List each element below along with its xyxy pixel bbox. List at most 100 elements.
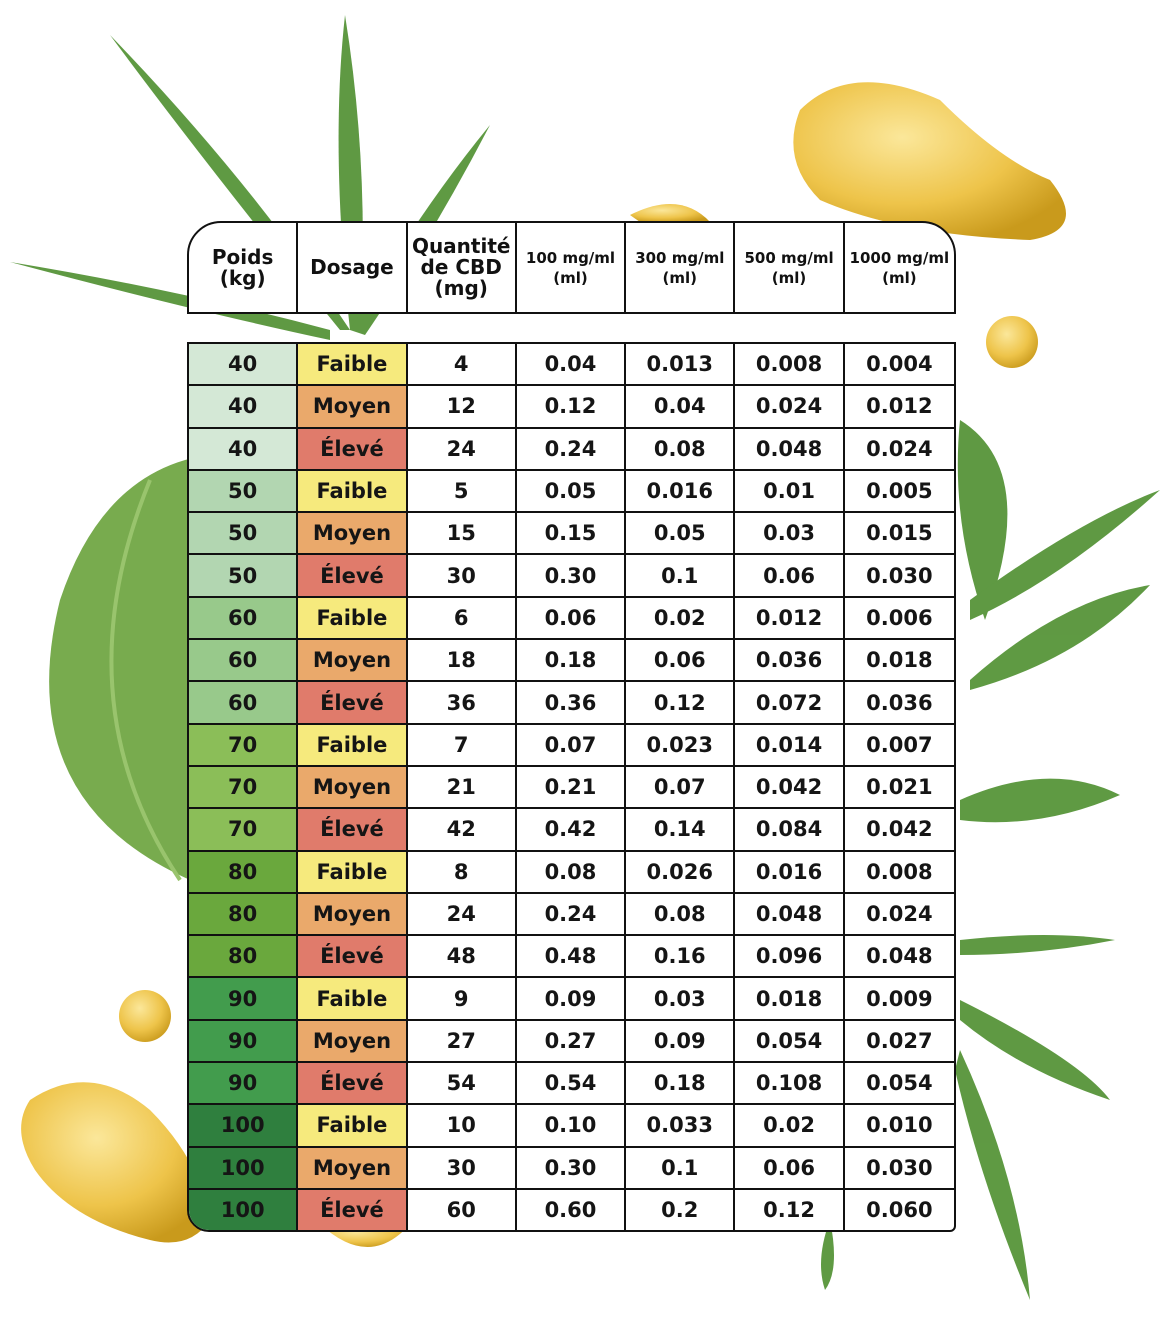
value-cell: 0.08 — [516, 851, 627, 894]
weight-cell: 100 — [189, 1105, 299, 1148]
table-row: 50 Faible 5 0.05 0.016 0.01 0.005 — [189, 470, 954, 514]
dosage-cell: Moyen — [298, 766, 408, 810]
value-cell: 0.18 — [516, 640, 627, 683]
value-cell: 0.30 — [516, 1147, 627, 1190]
value-cell: 0.2 — [626, 1189, 736, 1231]
value-cell: 0.30 — [516, 555, 627, 598]
value-cell: 0.1 — [626, 1147, 736, 1190]
value-cell: 0.14 — [626, 809, 736, 852]
table-row: 80 Faible 8 0.08 0.026 0.016 0.008 — [189, 851, 954, 894]
table-row: 100 Faible 10 0.10 0.033 0.02 0.010 — [189, 1105, 954, 1148]
value-cell: 0.004 — [844, 344, 954, 387]
value-cell: 0.06 — [735, 1147, 845, 1190]
value-cell: 0.08 — [626, 893, 736, 937]
value-cell: 30 — [407, 555, 517, 598]
value-cell: 0.060 — [866, 1198, 933, 1223]
dosage-cell: Élevé — [298, 936, 408, 979]
value-cell: 0.36 — [516, 682, 627, 725]
value-cell: 0.07 — [516, 724, 627, 767]
weight-cell: 80 — [189, 936, 299, 979]
value-cell: 0.12 — [626, 682, 736, 725]
value-cell: 8 — [407, 851, 517, 894]
value-cell: 21 — [407, 766, 517, 810]
weight-cell: 100 — [189, 1147, 299, 1190]
dosage-cell: Moyen — [298, 386, 408, 429]
weight-cell: 60 — [189, 640, 299, 683]
value-cell: 24 — [407, 893, 517, 937]
weight-cell: 50 — [189, 555, 299, 598]
dosage-cell: Élevé — [298, 428, 408, 471]
value-cell: 0.02 — [626, 597, 736, 641]
value-cell: 0.48 — [516, 936, 627, 979]
value-cell: 0.008 — [844, 852, 954, 894]
value-cell: 0.09 — [626, 1020, 736, 1064]
value-cell: 0.054 — [735, 1020, 845, 1064]
table-row: 50 Élevé 30 0.30 0.1 0.06 0.030 — [189, 555, 954, 598]
value-cell: 0.18 — [626, 1063, 736, 1106]
value-cell: 0.096 — [735, 936, 845, 979]
dosage-cell: Faible — [298, 1105, 408, 1148]
value-cell: 6 — [407, 597, 517, 641]
value-cell: 0.08 — [626, 428, 736, 471]
weight-cell: 70 — [189, 809, 299, 852]
value-cell: 0.005 — [844, 471, 954, 514]
weight-cell: 90 — [189, 1063, 299, 1106]
value-cell: 0.12 — [516, 386, 627, 429]
value-cell: 0.24 — [516, 428, 627, 471]
value-cell: 0.030 — [844, 555, 954, 598]
value-cell: 0.021 — [844, 767, 954, 810]
value-cell: 0.042 — [844, 809, 954, 852]
table-row: 90 Élevé 54 0.54 0.18 0.108 0.054 — [189, 1063, 954, 1106]
column-header: 500 mg/ml (ml) — [735, 223, 845, 312]
value-cell: 0.04 — [626, 386, 736, 429]
dosage-cell: Faible — [298, 724, 408, 767]
value-cell: 0.42 — [516, 809, 627, 852]
weight-cell: 100 — [189, 1189, 299, 1231]
value-cell: 0.030 — [844, 1148, 954, 1190]
weight-cell: 80 — [189, 893, 299, 937]
column-header: 300 mg/ml (ml) — [626, 223, 736, 312]
value-cell: 0.012 — [735, 597, 845, 641]
value-cell: 0.008 — [735, 344, 845, 387]
value-cell: 0.048 — [735, 893, 845, 937]
column-header: 100 mg/ml (ml) — [517, 223, 627, 312]
value-cell: 0.023 — [626, 724, 736, 767]
value-cell: 27 — [407, 1020, 517, 1064]
table-row: 40 Moyen 12 0.12 0.04 0.024 0.012 — [189, 386, 954, 429]
value-cell: 0.09 — [516, 978, 627, 1021]
dosage-cell: Élevé — [298, 682, 408, 725]
value-cell: 9 — [407, 978, 517, 1021]
value-cell: 0.018 — [844, 640, 954, 683]
value-cell: 0.024 — [735, 386, 845, 429]
value-cell: 48 — [407, 936, 517, 979]
dosage-cell: Élevé — [298, 809, 408, 852]
weight-cell: 40 — [189, 386, 299, 429]
value-cell: 0.042 — [735, 766, 845, 810]
dosage-cell: Moyen — [298, 893, 408, 937]
value-cell: 0.012 — [844, 386, 954, 429]
value-cell: 12 — [407, 386, 517, 429]
dosage-cell: Faible — [298, 597, 408, 641]
value-cell: 0.007 — [844, 725, 954, 767]
value-cell: 0.006 — [844, 598, 954, 641]
value-cell: 0.024 — [844, 894, 954, 937]
value-cell: 0.010 — [844, 1105, 954, 1148]
value-cell: 30 — [407, 1147, 517, 1190]
header-row: Poids (kg) Dosage Quantité de CBD (mg) 100 … — [189, 223, 954, 312]
dosage-cell: Faible — [298, 470, 408, 514]
value-cell: 0.06 — [735, 555, 845, 598]
value-cell: 0.21 — [516, 766, 627, 810]
value-cell: 0.048 — [735, 428, 845, 471]
dosage-cell: Élevé — [298, 555, 408, 598]
table-row: 80 Moyen 24 0.24 0.08 0.048 0.024 — [189, 893, 954, 937]
table-row: 40 Faible 4 0.04 0.013 0.008 0.004 — [189, 344, 954, 387]
value-cell: 0.54 — [516, 1063, 627, 1106]
value-cell: 0.01 — [735, 470, 845, 514]
value-cell: 7 — [407, 724, 517, 767]
table-row: 60 Élevé 36 0.36 0.12 0.072 0.036 — [189, 682, 954, 725]
value-cell: 0.27 — [516, 1020, 627, 1064]
value-cell: 18 — [407, 640, 517, 683]
value-cell: 0.054 — [844, 1063, 954, 1106]
value-cell: 0.014 — [735, 724, 845, 767]
value-cell: 0.05 — [516, 470, 627, 514]
